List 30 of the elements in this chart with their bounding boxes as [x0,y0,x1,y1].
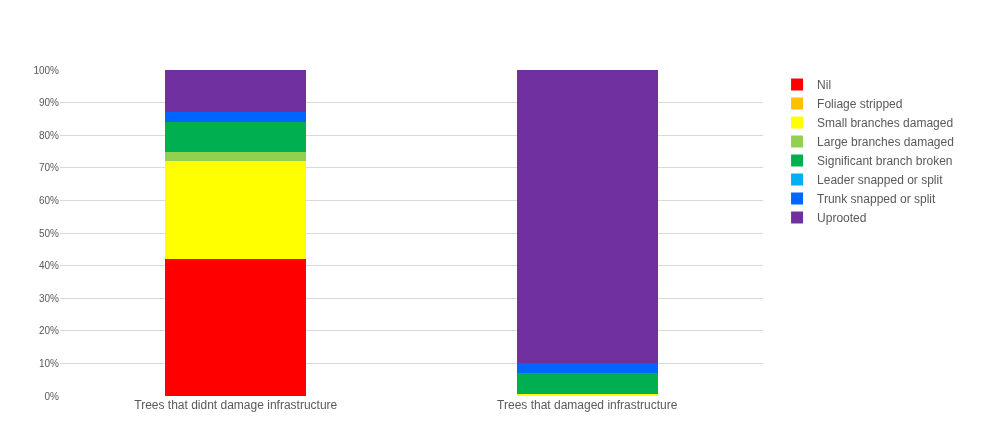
y-tick-label: 10% [38,357,60,369]
legend-label: Trunk snapped or split [817,192,937,207]
legend-label: Nil [817,78,832,93]
bar [516,373,658,395]
y-tick-label: 60% [38,194,60,206]
bar [516,70,658,364]
bar [165,259,307,396]
bar [165,151,307,162]
x-tick-label: Trees that didnt damage infrastructure [134,398,338,412]
y-tick-label: 80% [38,129,60,141]
bar [516,363,658,374]
legend-label: Significant branch broken [817,154,953,169]
y-tick-label: 70% [38,162,60,174]
y-tick-label: 90% [38,97,60,109]
y-tick-label: 20% [38,325,60,337]
legend-label: Large branches damaged [817,135,954,150]
y-tick-label: 50% [38,227,60,239]
y-tick-label: 40% [38,260,60,272]
legend-label: Foliage stripped [817,97,903,112]
y-tick-label: 30% [38,292,60,304]
legend-label: Uprooted [817,211,867,226]
bar [165,122,307,152]
bar [165,161,307,260]
bar [165,70,307,113]
x-tick-label: Trees that damaged infrastructure [497,398,678,412]
legend-label: Leader snapped or split [817,173,944,188]
y-tick-label: 0% [44,390,60,402]
y-tick-label: 100% [33,64,60,76]
bar [165,112,307,123]
legend-label: Small branches damaged [817,116,954,131]
